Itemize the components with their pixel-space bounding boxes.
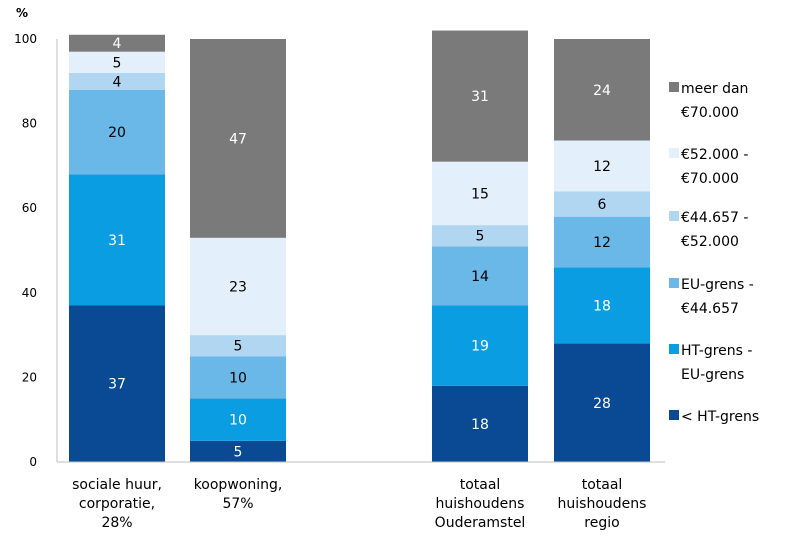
category-label: 28%: [101, 515, 132, 531]
category-label: Ouderamstel: [435, 515, 526, 531]
data-label: 12: [593, 159, 611, 175]
legend-label: < HT-grens: [681, 409, 759, 425]
bar-segment: [554, 39, 650, 141]
legend-swatch: [669, 278, 679, 288]
data-label: 12: [593, 235, 611, 251]
bar-segment: [432, 385, 528, 462]
data-label: 37: [108, 377, 126, 393]
data-label: 5: [234, 339, 243, 355]
bar-segment: [69, 305, 165, 462]
data-label: 5: [476, 229, 485, 245]
bar-segment: [432, 305, 528, 386]
bar-segment: [190, 398, 286, 441]
bar-segment: [554, 191, 650, 217]
legend-label: €70.000: [681, 171, 739, 187]
legend-label: €70.000: [681, 105, 739, 121]
y-tick-label: 60: [22, 201, 37, 215]
bar-segment: [554, 216, 650, 268]
bar-segment: [69, 34, 165, 52]
bar-segment: [190, 237, 286, 336]
bar-segment: [69, 51, 165, 73]
y-unit-label: %: [16, 6, 28, 20]
category-label: huishoudens: [436, 496, 525, 512]
legend-label: €44.657: [681, 301, 739, 317]
data-label: 23: [229, 279, 247, 295]
data-label: 10: [229, 413, 247, 429]
data-label: 47: [229, 131, 247, 147]
bar-segment: [554, 140, 650, 192]
legend-label: €44.657 -: [681, 210, 748, 226]
bar-segment: [554, 343, 650, 462]
bar-segment: [69, 72, 165, 90]
bar-segment: [432, 246, 528, 306]
y-tick-label: 40: [22, 286, 37, 300]
data-label: 15: [471, 186, 489, 202]
legend-swatch: [669, 344, 679, 354]
data-label: 4: [113, 36, 122, 52]
bar-segment: [190, 39, 286, 238]
data-label: 31: [108, 233, 126, 249]
legend-swatch: [669, 410, 679, 420]
data-label: 18: [593, 298, 611, 314]
bar-segment: [432, 225, 528, 247]
data-label: 31: [471, 89, 489, 105]
legend-label: €52.000: [681, 234, 739, 250]
data-label: 5: [113, 55, 122, 71]
legend-label: meer dan: [681, 81, 748, 97]
category-label: koopwoning,: [194, 477, 283, 493]
bar-segment: [190, 335, 286, 357]
bar-segment: [190, 356, 286, 399]
category-label: huishoudens: [558, 496, 647, 512]
legend-label: €52.000 -: [681, 147, 748, 163]
data-label: 24: [593, 83, 611, 99]
category-label: sociale huur,: [72, 477, 162, 493]
legend-label: EU-grens: [681, 367, 744, 383]
bar-segment: [432, 30, 528, 162]
data-label: 6: [598, 197, 607, 213]
y-tick-label: 20: [22, 370, 37, 384]
category-label: totaal: [582, 477, 623, 493]
data-label: 4: [113, 74, 122, 90]
legend-swatch: [669, 82, 679, 92]
data-label: 18: [471, 417, 489, 433]
data-label: 5: [234, 444, 243, 460]
y-tick-label: 80: [22, 117, 37, 131]
data-label: 28: [593, 396, 611, 412]
category-label: totaal: [460, 477, 501, 493]
bar-segment: [554, 267, 650, 344]
bar-segment: [432, 161, 528, 226]
bar-segment: [69, 174, 165, 306]
data-label: 20: [108, 125, 126, 141]
data-label: 14: [471, 269, 489, 285]
category-label: regio: [584, 515, 619, 531]
y-tick-label: 0: [29, 455, 37, 469]
category-label: 57%: [222, 496, 253, 512]
legend-label: HT-grens -: [681, 343, 752, 359]
y-tick-label: 100: [14, 32, 37, 46]
legend-label: EU-grens -: [681, 277, 754, 293]
data-label: 10: [229, 370, 247, 386]
bar-segment: [69, 89, 165, 175]
bar-segment: [190, 440, 286, 462]
legend-swatch: [669, 148, 679, 158]
data-label: 19: [471, 339, 489, 355]
category-label: corporatie,: [79, 496, 155, 512]
legend-swatch: [669, 211, 679, 221]
